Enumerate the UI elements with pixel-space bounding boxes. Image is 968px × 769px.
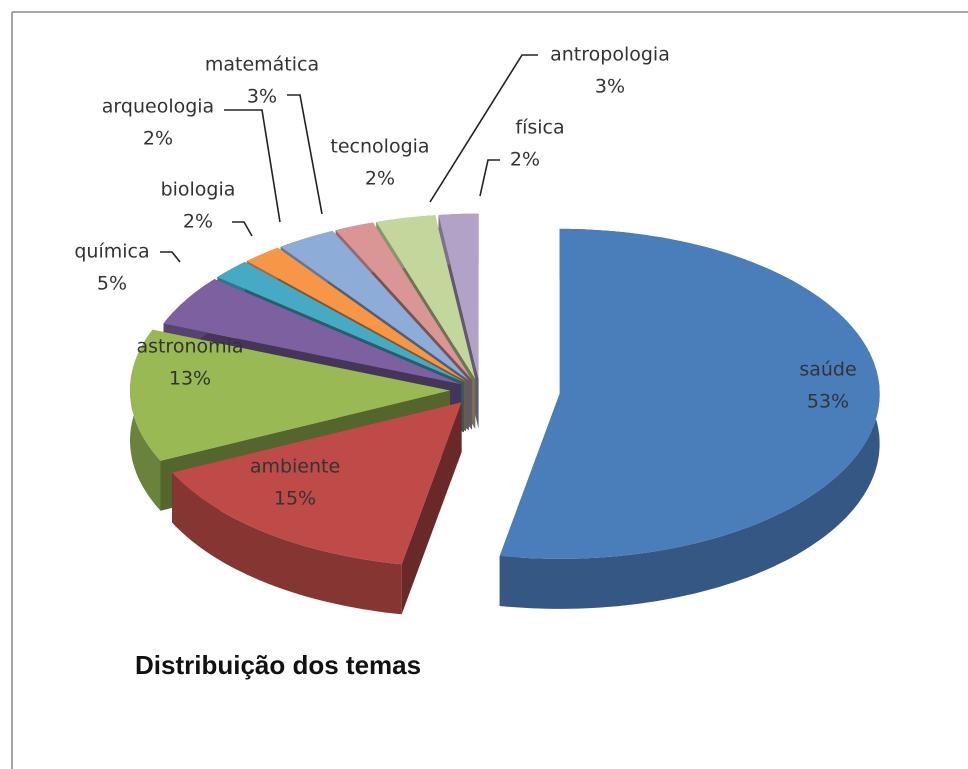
slice-label: astronomia: [136, 336, 243, 358]
slice: [172, 402, 462, 565]
slice: [499, 228, 880, 559]
value-label: 2%: [510, 149, 540, 171]
value-label: 2%: [365, 168, 395, 190]
slice: [438, 213, 479, 379]
value-label: 3%: [595, 76, 625, 98]
slice-label: química: [74, 241, 149, 263]
slice: [217, 262, 464, 383]
leaders: [160, 54, 538, 263]
slice-label: matemática: [205, 54, 319, 76]
slice-label: biologia: [161, 179, 236, 201]
slice-label: saúde: [799, 359, 856, 381]
slice: [130, 329, 450, 461]
value-label: 2%: [183, 211, 213, 233]
leader-line: [224, 109, 281, 223]
leader-line: [287, 94, 323, 215]
slice-label: física: [515, 117, 564, 139]
slice-label: tecnologia: [330, 136, 429, 158]
slice-label: ambiente: [250, 456, 340, 478]
slice: [246, 247, 466, 382]
slice-wall: [172, 472, 402, 615]
slice-label: arqueologia: [102, 96, 214, 118]
value-label: 5%: [97, 273, 127, 295]
leader-line: [160, 251, 181, 263]
chart-title: Distribuição dos temas: [135, 650, 421, 680]
value-label: 15%: [274, 488, 316, 510]
slice: [163, 279, 462, 385]
leader-line: [232, 221, 253, 237]
pie: [130, 213, 880, 615]
slice-label: antropologia: [550, 44, 670, 66]
leader-line: [479, 159, 500, 197]
value-label: 3%: [247, 86, 277, 108]
slice: [376, 215, 476, 379]
value-label: 13%: [169, 368, 211, 390]
slice: [335, 222, 472, 380]
leader-line: [429, 54, 538, 203]
slice: [280, 230, 469, 381]
value-label: 2%: [143, 128, 173, 150]
value-label: 53%: [807, 391, 849, 413]
